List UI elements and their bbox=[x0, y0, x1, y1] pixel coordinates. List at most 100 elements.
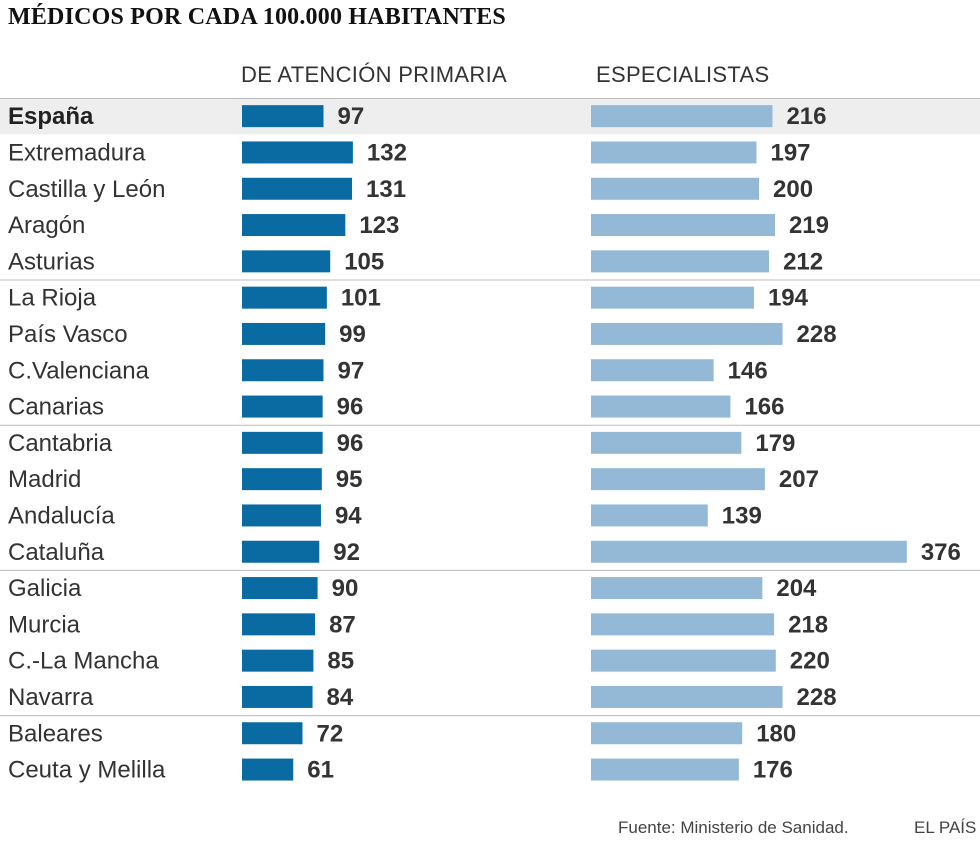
specialist-value-label: 212 bbox=[783, 248, 823, 275]
primary-bar bbox=[242, 468, 322, 491]
specialist-bar bbox=[591, 722, 743, 745]
specialist-value-label: 176 bbox=[753, 757, 793, 784]
specialist-bar bbox=[591, 685, 783, 708]
primary-bar bbox=[242, 214, 346, 237]
specialist-value-label: 180 bbox=[756, 720, 796, 747]
specialist-value-label: 200 bbox=[773, 176, 813, 203]
specialist-bar bbox=[591, 359, 714, 382]
specialist-value-label: 376 bbox=[921, 539, 961, 566]
category-label: Cataluña bbox=[8, 539, 105, 566]
category-label: C.Valenciana bbox=[8, 357, 150, 384]
specialist-bar bbox=[591, 177, 759, 200]
primary-bar bbox=[242, 540, 320, 563]
specialist-value-label: 219 bbox=[789, 212, 829, 239]
primary-bar bbox=[242, 722, 303, 745]
primary-bar bbox=[242, 359, 324, 382]
category-label: La Rioja bbox=[8, 285, 97, 312]
specialist-value-label: 207 bbox=[779, 466, 819, 493]
column-header-specialists: ESPECIALISTAS bbox=[596, 62, 770, 87]
primary-value-label: 84 bbox=[327, 684, 354, 711]
specialist-bar bbox=[591, 540, 907, 563]
primary-value-label: 97 bbox=[337, 357, 364, 384]
primary-value-label: 72 bbox=[316, 720, 343, 747]
specialist-bar bbox=[591, 141, 757, 164]
specialist-bar bbox=[591, 431, 742, 454]
primary-value-label: 87 bbox=[329, 611, 356, 638]
category-label: C.-La Mancha bbox=[8, 648, 159, 675]
specialist-value-label: 146 bbox=[728, 357, 768, 384]
primary-bar bbox=[242, 250, 331, 273]
primary-bar bbox=[242, 577, 318, 600]
specialist-value-label: 139 bbox=[722, 502, 762, 529]
specialist-bar bbox=[591, 322, 783, 345]
specialist-value-label: 228 bbox=[797, 321, 837, 348]
primary-bar bbox=[242, 105, 324, 128]
specialist-bar bbox=[591, 105, 773, 128]
category-label: España bbox=[8, 103, 94, 130]
specialist-bar bbox=[591, 613, 775, 636]
primary-bar bbox=[242, 322, 326, 345]
primary-value-label: 94 bbox=[335, 502, 362, 529]
specialist-bar bbox=[591, 504, 708, 527]
specialist-value-label: 166 bbox=[744, 394, 784, 421]
category-label: Madrid bbox=[8, 466, 81, 493]
column-header-primary: DE ATENCIÓN PRIMARIA bbox=[241, 62, 507, 87]
specialist-bar bbox=[591, 395, 731, 418]
category-label: Asturias bbox=[8, 248, 95, 275]
specialist-value-label: 204 bbox=[776, 575, 817, 602]
category-label: Murcia bbox=[8, 611, 81, 638]
primary-value-label: 99 bbox=[339, 321, 366, 348]
publisher-brand: EL PAÍS bbox=[914, 818, 977, 837]
primary-bar bbox=[242, 431, 323, 454]
primary-value-label: 131 bbox=[366, 176, 406, 203]
primary-bar bbox=[242, 758, 294, 781]
primary-value-label: 90 bbox=[332, 575, 359, 602]
primary-value-label: 97 bbox=[337, 103, 364, 130]
primary-bar bbox=[242, 649, 314, 672]
specialist-bar bbox=[591, 250, 770, 273]
specialist-bar bbox=[591, 468, 765, 491]
primary-value-label: 96 bbox=[337, 394, 364, 421]
primary-value-label: 96 bbox=[337, 430, 364, 457]
primary-bar bbox=[242, 395, 323, 418]
specialist-value-label: 197 bbox=[770, 139, 810, 166]
category-label: Cantabria bbox=[8, 430, 113, 457]
primary-value-label: 101 bbox=[341, 285, 381, 312]
primary-value-label: 95 bbox=[336, 466, 363, 493]
specialist-value-label: 179 bbox=[755, 430, 795, 457]
category-label: Andalucía bbox=[8, 502, 115, 529]
category-label: País Vasco bbox=[8, 321, 128, 348]
primary-value-label: 61 bbox=[307, 757, 334, 784]
specialist-bar bbox=[591, 577, 763, 600]
highlight-row-background bbox=[0, 98, 980, 135]
primary-value-label: 85 bbox=[327, 648, 354, 675]
specialist-bar bbox=[591, 649, 776, 672]
specialist-value-label: 216 bbox=[786, 103, 826, 130]
category-label: Canarias bbox=[8, 394, 104, 421]
category-label: Ceuta y Melilla bbox=[8, 757, 166, 784]
specialist-value-label: 194 bbox=[768, 285, 809, 312]
primary-bar bbox=[242, 286, 327, 309]
primary-bar bbox=[242, 177, 353, 200]
category-label: Baleares bbox=[8, 720, 103, 747]
category-label: Aragón bbox=[8, 212, 85, 239]
category-label: Galicia bbox=[8, 575, 82, 602]
specialist-bar bbox=[591, 758, 739, 781]
primary-bar bbox=[242, 613, 316, 636]
specialist-bar bbox=[591, 286, 754, 309]
source-note: Fuente: Ministerio de Sanidad. bbox=[618, 818, 849, 837]
primary-value-label: 132 bbox=[367, 139, 407, 166]
category-label: Extremadura bbox=[8, 139, 146, 166]
primary-value-label: 105 bbox=[344, 248, 384, 275]
specialist-bar bbox=[591, 214, 775, 237]
specialist-value-label: 220 bbox=[790, 648, 830, 675]
specialist-value-label: 218 bbox=[788, 611, 828, 638]
category-label: Castilla y León bbox=[8, 176, 165, 203]
specialist-value-label: 228 bbox=[797, 684, 837, 711]
primary-bar bbox=[242, 685, 313, 708]
chart-title: MÉDICOS POR CADA 100.000 HABITANTES bbox=[8, 4, 506, 30]
primary-bar bbox=[242, 141, 353, 164]
primary-value-label: 92 bbox=[333, 539, 360, 566]
primary-bar bbox=[242, 504, 321, 527]
